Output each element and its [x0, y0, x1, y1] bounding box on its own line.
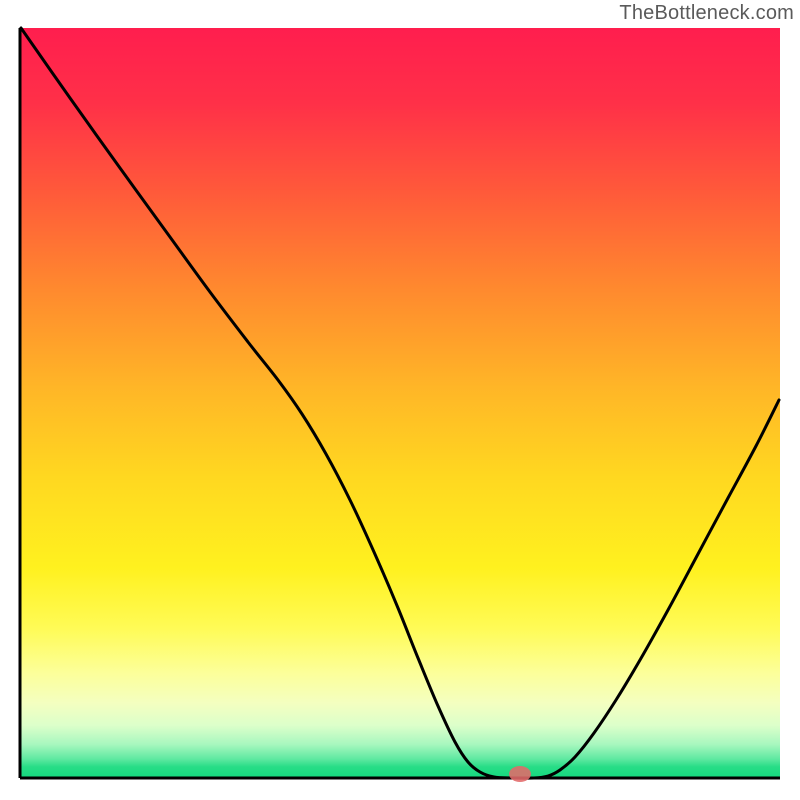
plot-background — [20, 28, 780, 778]
bottleneck-chart — [0, 0, 800, 800]
minimum-marker — [509, 766, 531, 782]
watermark-text: TheBottleneck.com — [619, 2, 794, 25]
chart-container: TheBottleneck.com — [0, 0, 800, 800]
